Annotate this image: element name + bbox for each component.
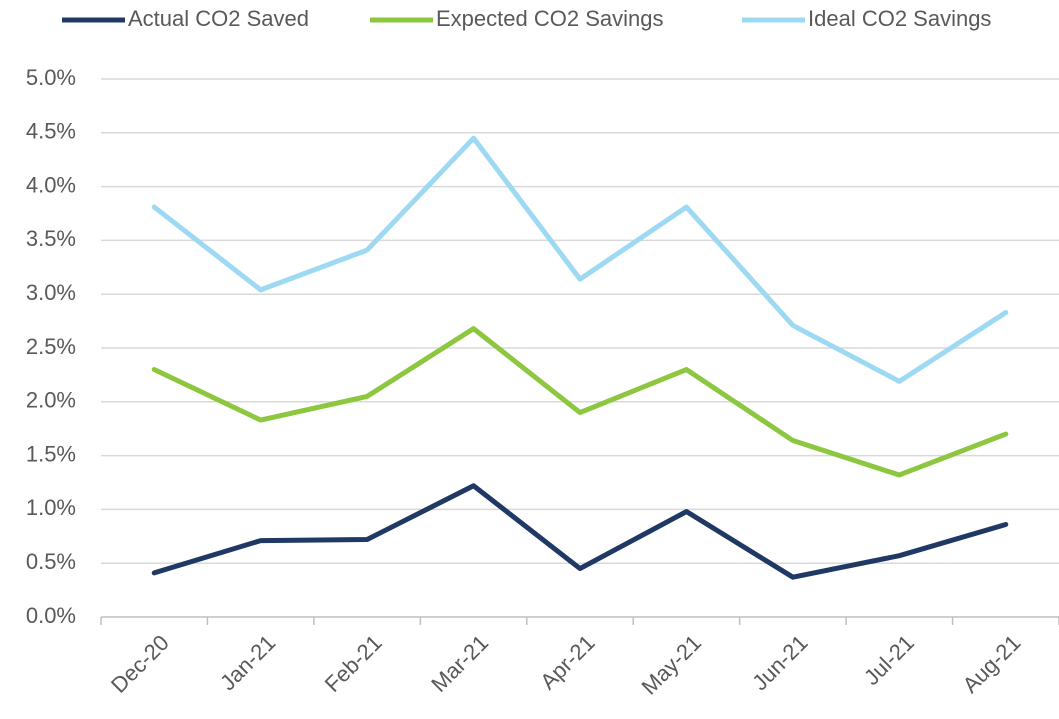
x-tick-label: Feb-21: [320, 630, 387, 697]
y-tick-label: 3.0%: [26, 280, 76, 305]
series-line: [151, 326, 1009, 478]
x-tick-label: Jun-21: [747, 630, 812, 695]
y-tick-label: 0.5%: [26, 549, 76, 574]
x-tick-label: May-21: [637, 630, 707, 700]
y-tick-label: 3.5%: [26, 226, 76, 251]
y-tick-label: 4.5%: [26, 119, 76, 144]
y-tick-label: 0.0%: [26, 603, 76, 628]
legend-label: Ideal CO2 Savings: [808, 6, 991, 31]
x-tick-label: Jan-21: [215, 630, 280, 695]
y-tick-label: 2.5%: [26, 334, 76, 359]
legend-label: Expected CO2 Savings: [436, 6, 663, 31]
x-tick-label: Aug-21: [958, 630, 1026, 698]
y-tick-label: 4.0%: [26, 172, 76, 197]
x-tick-label: Mar-21: [426, 630, 493, 697]
series-line: [151, 483, 1009, 580]
y-tick-label: 5.0%: [26, 65, 76, 90]
x-tick-label: Dec-20: [106, 630, 174, 698]
series-line: [151, 135, 1009, 384]
y-tick-label: 1.0%: [26, 495, 76, 520]
legend-label: Actual CO2 Saved: [128, 6, 309, 31]
y-tick-label: 1.5%: [26, 441, 76, 466]
x-tick-label: Jul-21: [859, 630, 919, 690]
y-tick-label: 2.0%: [26, 388, 76, 413]
x-tick-label: Apr-21: [535, 630, 599, 694]
